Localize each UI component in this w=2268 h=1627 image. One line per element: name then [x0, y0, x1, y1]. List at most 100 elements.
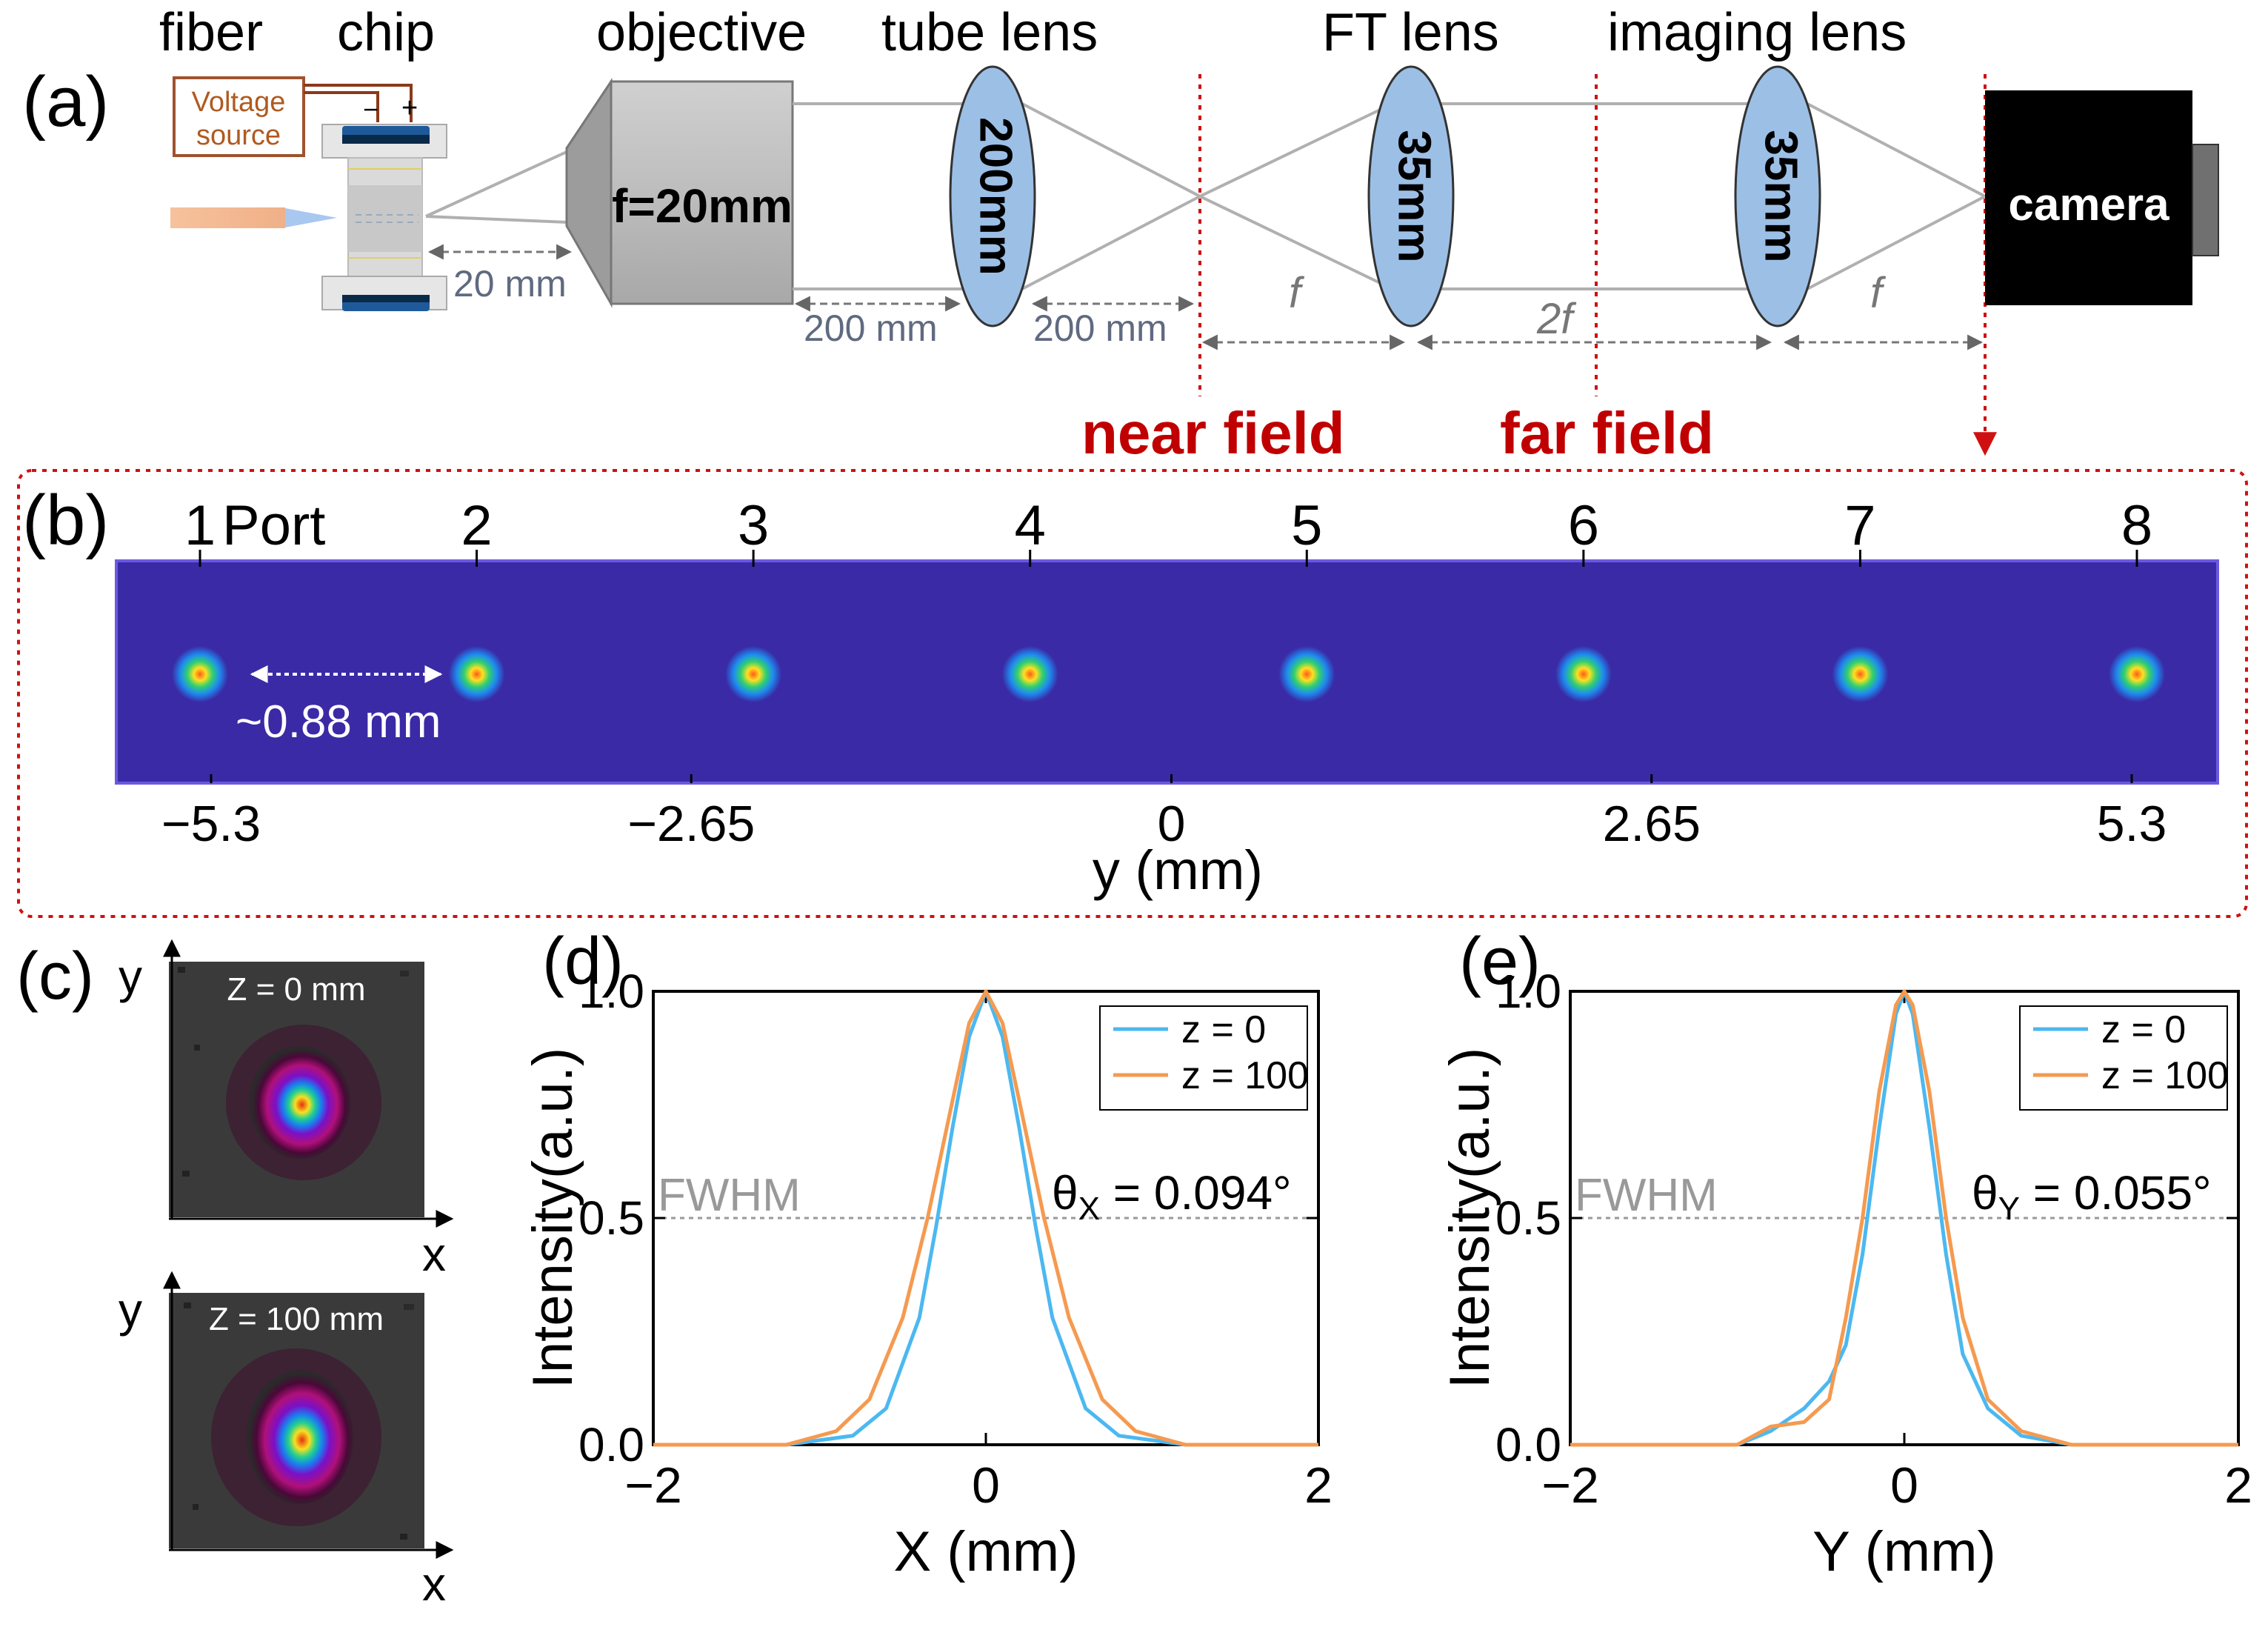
y-tick-label: 1.0 — [1495, 965, 1561, 1018]
x-tick-label: 0 — [1890, 1457, 1918, 1514]
x-tick-label: 2 — [1304, 1457, 1333, 1514]
chart-d: (d) FWHM −2 0 2 0.0 0.5 1.0 X (mm) Intensity(a.u.… — [521, 925, 1333, 1583]
beam-image-z0-ylabel: y — [119, 950, 142, 1003]
beam-collimated — [793, 102, 963, 290]
header-fiber: fiber — [159, 3, 263, 62]
camera-connector — [2192, 144, 2219, 256]
x-axis-title: X (mm) — [893, 1520, 1078, 1583]
port-number-5: 5 — [1291, 494, 1322, 557]
beam-image-z100-xlabel: x — [422, 1557, 446, 1611]
camera-body — [1985, 90, 2192, 305]
y-axis-title: y (mm) — [1093, 839, 1263, 901]
imaging-lens-focal-length: 35mm — [1755, 130, 1807, 262]
y-tick-label: 0.5 — [578, 1191, 644, 1245]
fiber — [170, 207, 285, 228]
y-axis-title: Intensity(a.u.) — [1438, 1048, 1501, 1388]
divergence-annotation: θY = 0.055° — [1972, 1166, 2212, 1227]
y-tick-label: 0.5 — [1495, 1191, 1561, 1245]
port-number-7: 7 — [1844, 494, 1875, 557]
wire-minus — [304, 91, 379, 122]
port-spot-4 — [1001, 646, 1058, 702]
y-tick-label: −2.65 — [627, 796, 755, 852]
beam-ft-to-imaging — [1437, 102, 1770, 290]
legend-label: z = 0 — [1181, 1008, 1266, 1051]
port-spot-7 — [1832, 646, 1889, 702]
chart-e: (e) FWHM −2 0 2 0.0 0.5 1.0 Y (mm) Intensity(a.u.… — [1438, 925, 2252, 1583]
dist-200-left-label: 200 mm — [804, 307, 938, 349]
panel-c: (c) Z = 0 mm y x Z = 100 mm y x — [16, 939, 454, 1611]
y-tick-label: 2.65 — [1603, 796, 1701, 852]
legend-label: z = 100 — [2101, 1054, 2229, 1097]
legend-label: z = 0 — [2101, 1008, 2186, 1051]
port-word: Port — [222, 494, 325, 557]
port-number-4: 4 — [1015, 494, 1046, 557]
header-objective: objective — [596, 3, 807, 62]
chip — [321, 124, 447, 311]
y-tick-label: −5.3 — [161, 796, 261, 852]
beam-chip-objective — [425, 150, 567, 224]
fwhm-label: FWHM — [1575, 1170, 1718, 1221]
ft-lens-focal-length: 35mm — [1389, 130, 1440, 262]
wire-plus — [304, 84, 413, 122]
near-field-image — [115, 559, 2219, 785]
tube-lens-icon — [949, 65, 1036, 327]
imaging-lens-icon — [1734, 65, 1821, 327]
fwhm-label: FWHM — [658, 1170, 801, 1221]
fiber-output-beam — [285, 208, 337, 227]
panel-b-label: (b) — [22, 481, 109, 560]
port-number-2: 2 — [461, 494, 492, 557]
beam-image-z100-ylabel: y — [119, 1283, 142, 1337]
far-field-label: far field — [1500, 400, 1714, 466]
port-number-8: 8 — [2121, 494, 2152, 557]
port-spot-3 — [725, 646, 782, 702]
voltage-source-line1: Voltage — [192, 87, 286, 118]
header-imaging-lens: imaging lens — [1607, 3, 1907, 62]
beam-to-camera — [1807, 102, 1986, 290]
legend-label: z = 100 — [1181, 1054, 1309, 1097]
panel-b: (b) 1 2 3 4 5 6 7 8 Port ~0.88 mm −5.3 −2.65 0 2.6… — [17, 469, 2248, 918]
port-spot-6 — [1555, 646, 1612, 702]
port-spot-1 — [172, 646, 228, 702]
objective — [565, 78, 794, 308]
x-tick-label: 0 — [972, 1457, 1000, 1514]
x-tick-label: −2 — [624, 1457, 682, 1514]
port-number-6: 6 — [1568, 494, 1599, 557]
voltage-source-line2: source — [196, 120, 281, 151]
series-line-z0 — [1570, 989, 2238, 1447]
x-tick-label: 2 — [2224, 1457, 2252, 1514]
f-right-label: f — [1870, 269, 1887, 317]
beam-image-z0 — [163, 939, 454, 1228]
port-spot-5 — [1278, 646, 1335, 702]
port-spots: 1 2 3 4 5 6 7 8 — [172, 494, 2165, 702]
series-line-z100 — [653, 989, 1318, 1447]
beam-image-z100 — [163, 1271, 454, 1559]
x-tick-label: −2 — [1541, 1457, 1599, 1514]
port-spot-2 — [448, 646, 505, 702]
divergence-annotation: θX = 0.094° — [1052, 1166, 1292, 1227]
f-left-label: f — [1289, 269, 1305, 317]
tube-lens-focal-length: 200mm — [970, 117, 1021, 276]
beam-focus-near-field — [1021, 102, 1393, 290]
port-spot-8 — [2109, 646, 2165, 702]
series-line-z100 — [1570, 989, 2238, 1447]
objective-focal-length: f=20mm — [612, 179, 793, 233]
x-axis-title: Y (mm) — [1812, 1520, 1996, 1583]
y-tick-label: 0.0 — [578, 1418, 644, 1471]
port-number-3: 3 — [738, 494, 769, 557]
y-axis-title: Intensity(a.u.) — [521, 1048, 584, 1388]
panel-c-label: (c) — [16, 939, 94, 1014]
y-axis-ticks: −5.3 −2.65 0 2.65 5.3 — [161, 774, 2167, 852]
panel-b-frame — [17, 469, 2248, 918]
header-tube-lens: tube lens — [881, 3, 1098, 62]
panel-label: (e) — [1459, 925, 1541, 999]
panel-a: (a) fiber chip objective tube lens FT le… — [22, 3, 2219, 466]
beam-image-z0-title: Z = 0 mm — [227, 971, 365, 1008]
spacing-label: ~0.88 mm — [236, 696, 441, 748]
legend-box — [2019, 1005, 2228, 1111]
y-tick-label: 0 — [1158, 796, 1186, 852]
minus-sign: − — [363, 94, 378, 124]
port-number-1: 1 — [184, 494, 216, 557]
legend-box — [1099, 1005, 1308, 1111]
dist-chip-label: 20 mm — [453, 263, 567, 305]
